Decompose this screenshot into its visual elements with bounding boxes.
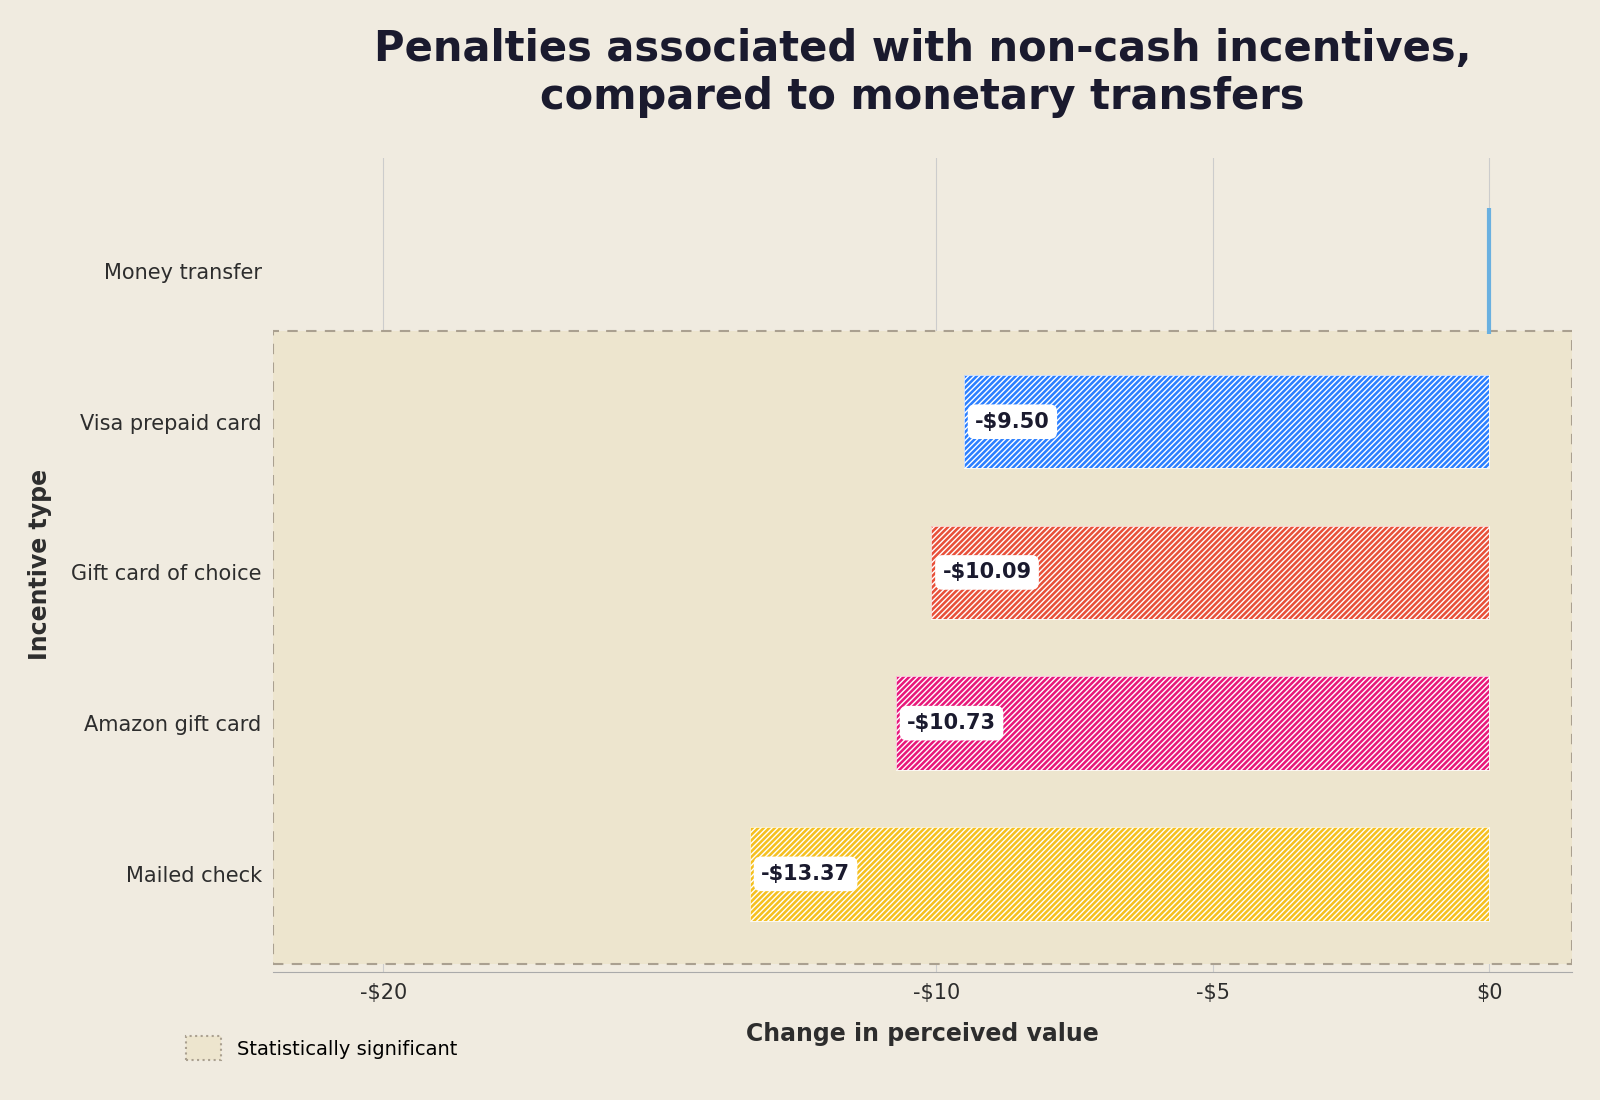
Bar	[896, 676, 1490, 770]
Text: -$9.50: -$9.50	[974, 411, 1050, 431]
Bar	[931, 526, 1490, 619]
Bar	[896, 676, 1490, 770]
Bar	[963, 375, 1490, 469]
Text: -$13.37: -$13.37	[762, 864, 850, 884]
FancyBboxPatch shape	[274, 331, 1573, 965]
Title: Penalties associated with non-cash incentives,
compared to monetary transfers: Penalties associated with non-cash incen…	[374, 28, 1472, 119]
Text: -$10.09: -$10.09	[942, 562, 1032, 582]
Y-axis label: Incentive type: Incentive type	[27, 470, 51, 660]
Bar	[750, 827, 1490, 921]
X-axis label: Change in perceived value: Change in perceived value	[746, 1022, 1099, 1046]
Bar	[931, 526, 1490, 619]
Legend: Statistically significant: Statistically significant	[179, 1028, 466, 1068]
Bar	[750, 827, 1490, 921]
Bar	[963, 375, 1490, 469]
Text: -$10.73: -$10.73	[907, 713, 997, 734]
